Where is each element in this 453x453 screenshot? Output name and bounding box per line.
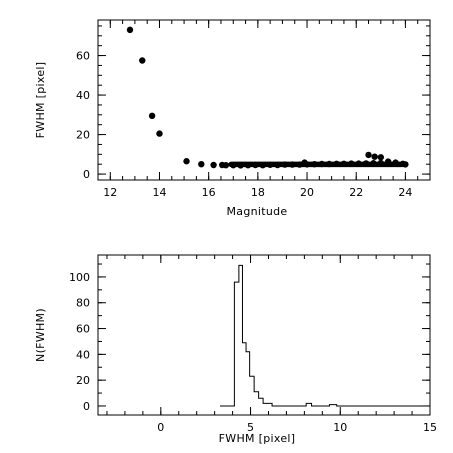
- histogram-x-axis-title: FWHM [pixel]: [219, 432, 296, 445]
- scatter-point: [303, 161, 311, 168]
- histogram-y-tick-label: 60: [76, 323, 90, 336]
- scatter-point: [296, 161, 303, 168]
- scatter-y-tick-label: 40: [76, 89, 90, 102]
- scatter-point: [252, 161, 259, 169]
- scatter-point: [402, 161, 409, 168]
- scatter-point: [156, 130, 163, 137]
- scatter-point: [377, 159, 385, 167]
- scatter-x-tick-label: 18: [251, 186, 265, 199]
- scatter-point: [365, 151, 372, 159]
- scatter-point: [148, 112, 156, 120]
- scatter-point: [362, 160, 370, 167]
- scatter-point: [281, 161, 289, 168]
- scatter-point: [384, 158, 392, 165]
- scatter-x-tick-label: 24: [398, 186, 412, 199]
- histogram-y-ticks: 0 20 40 60 80 100: [69, 263, 430, 413]
- scatter-x-tick-label: 16: [202, 186, 216, 199]
- scatter-point: [126, 26, 134, 34]
- scatter-point: [259, 161, 266, 169]
- histogram-x-tick-label: 0: [157, 421, 164, 434]
- scatter-point: [371, 153, 378, 160]
- scatter-point: [311, 160, 318, 168]
- scatter-point: [355, 160, 362, 167]
- histogram-x-tick-label: 5: [247, 421, 254, 434]
- scatter-x-tick-label: 20: [300, 186, 314, 199]
- scatter-point: [348, 160, 355, 167]
- histogram-y-tick-label: 0: [83, 400, 90, 413]
- scatter-point: [318, 160, 325, 168]
- scatter-point: [183, 158, 190, 165]
- scatter-point: [222, 161, 230, 169]
- scatter-point: [377, 154, 385, 161]
- scatter-points: [126, 26, 409, 169]
- scatter-point: [266, 161, 274, 168]
- scatter-plot: 12 14 16 18 20 22 24 0 20 40 60 Magnitude FWHM [p…: [34, 19, 431, 218]
- histogram-x-ticks: 0 5 10 15: [106, 255, 437, 434]
- scatter-x-tick-label: 14: [152, 186, 166, 199]
- scatter-point: [289, 161, 296, 168]
- histogram-x-tick-label: 15: [423, 421, 437, 434]
- histogram-y-tick-label: 40: [76, 348, 90, 361]
- histogram-plot: 0 5 10 15 0 20 40 60 80 100 FWHM [pixel] N(FWHM): [34, 254, 437, 445]
- scatter-y-ticks: 0 20 40 60: [76, 25, 430, 181]
- histogram-y-axis-title: N(FWHM): [34, 308, 47, 362]
- histogram-step-line: [220, 264, 430, 407]
- scatter-point: [274, 161, 281, 169]
- scatter-point: [237, 162, 244, 169]
- histogram-y-tick-label: 20: [76, 374, 90, 387]
- histogram-x-tick-label: 10: [333, 421, 347, 434]
- scatter-point: [333, 160, 340, 168]
- scatter-point: [198, 160, 205, 168]
- scatter-point: [392, 159, 399, 166]
- scatter-y-tick-label: 20: [76, 129, 90, 142]
- scatter-y-tick-label: 0: [83, 168, 90, 181]
- scatter-x-axis-title: Magnitude: [227, 205, 288, 218]
- histogram-y-tick-label: 100: [69, 271, 90, 284]
- scatter-plot-frame: [97, 19, 431, 181]
- scatter-point: [244, 161, 252, 169]
- scatter-point: [325, 160, 333, 168]
- scatter-x-tick-label: 12: [103, 186, 117, 199]
- scatter-y-tick-label: 60: [76, 50, 90, 63]
- scatter-y-axis-title: FWHM [pixel]: [34, 62, 47, 139]
- scatter-point: [370, 160, 377, 167]
- scatter-x-ticks: 12 14 16 18 20 22 24: [103, 20, 431, 199]
- scatter-x-tick-label: 22: [349, 186, 363, 199]
- histogram-plot-frame: [97, 254, 431, 416]
- scatter-point: [340, 160, 348, 168]
- scatter-point: [230, 161, 237, 169]
- histogram-y-tick-label: 80: [76, 297, 90, 310]
- scatter-point: [139, 57, 146, 64]
- scatter-point: [210, 161, 217, 169]
